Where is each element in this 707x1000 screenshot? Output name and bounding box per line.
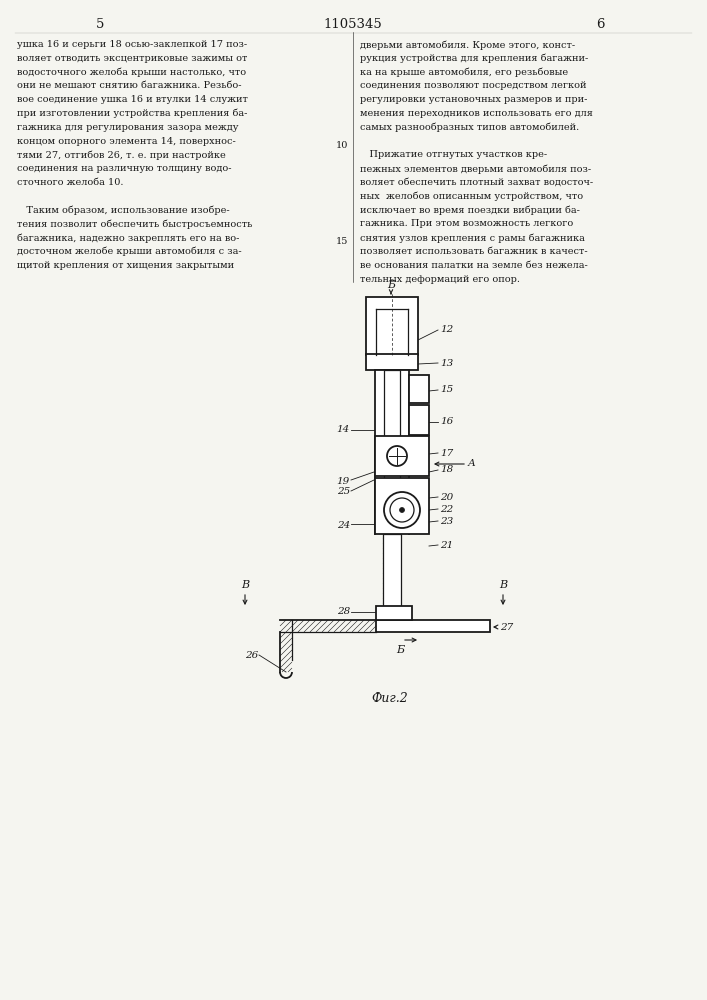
Text: вое соединение ушка 16 и втулки 14 служит: вое соединение ушка 16 и втулки 14 служи…: [17, 95, 248, 104]
Bar: [409, 375, 429, 403]
Text: 27: 27: [500, 622, 513, 632]
Text: 16: 16: [440, 418, 453, 426]
Bar: [366, 354, 418, 370]
Text: Фиг.2: Фиг.2: [372, 692, 409, 705]
Text: 26: 26: [245, 650, 258, 660]
Text: соединения позволяют посредством легкой: соединения позволяют посредством легкой: [360, 81, 587, 90]
Text: В: В: [499, 580, 507, 590]
Text: концом опорного элемента 14, поверхнос-: концом опорного элемента 14, поверхнос-: [17, 137, 235, 146]
Text: 15: 15: [440, 385, 453, 394]
Text: при изготовлении устройства крепления ба-: при изготовлении устройства крепления ба…: [17, 109, 247, 118]
Bar: [375, 370, 409, 510]
Text: А: А: [468, 460, 476, 468]
Text: 13: 13: [440, 359, 453, 367]
Text: 24: 24: [337, 520, 350, 530]
Bar: [375, 436, 429, 476]
Text: 21: 21: [440, 540, 453, 550]
Text: рукция устройства для крепления багажни-: рукция устройства для крепления багажни-: [360, 54, 588, 63]
Circle shape: [384, 492, 420, 528]
Text: тения позволит обеспечить быстросъемность: тения позволит обеспечить быстросъемност…: [17, 219, 252, 229]
Text: 5: 5: [96, 18, 104, 31]
Circle shape: [390, 498, 414, 522]
Text: 1105345: 1105345: [324, 18, 382, 31]
Text: регулировки установочных размеров и при-: регулировки установочных размеров и при-: [360, 95, 588, 104]
Text: 23: 23: [440, 516, 453, 526]
Text: гажника. При этом возможность легкого: гажника. При этом возможность легкого: [360, 219, 573, 228]
Text: снятия узлов крепления с рамы багажника: снятия узлов крепления с рамы багажника: [360, 233, 585, 243]
Text: 28: 28: [337, 607, 350, 616]
Text: досточном желобе крыши автомобиля с за-: досточном желобе крыши автомобиля с за-: [17, 247, 242, 256]
Text: водосточного желоба крыши настолько, что: водосточного желоба крыши настолько, что: [17, 68, 246, 77]
Bar: [375, 478, 429, 534]
Text: самых разнообразных типов автомобилей.: самых разнообразных типов автомобилей.: [360, 123, 579, 132]
Text: 14: 14: [337, 426, 350, 434]
Circle shape: [399, 508, 404, 512]
Text: Б: Б: [387, 280, 395, 290]
Text: пежных элементов дверьми автомобиля поз-: пежных элементов дверьми автомобиля поз-: [360, 164, 591, 174]
Text: 25: 25: [337, 488, 350, 496]
Bar: [376, 606, 412, 620]
Text: Прижатие отгнутых участков кре-: Прижатие отгнутых участков кре-: [360, 150, 547, 159]
Text: ушка 16 и серьги 18 осью-заклепкой 17 поз-: ушка 16 и серьги 18 осью-заклепкой 17 по…: [17, 40, 247, 49]
Text: 19: 19: [337, 478, 350, 487]
Text: тельных деформаций его опор.: тельных деформаций его опор.: [360, 275, 520, 284]
Bar: [376, 620, 490, 632]
Text: они не мешают снятию багажника. Резьбо-: они не мешают снятию багажника. Резьбо-: [17, 81, 242, 90]
Bar: [383, 534, 401, 610]
Text: 6: 6: [596, 18, 604, 31]
Text: 17: 17: [440, 448, 453, 458]
Text: Б: Б: [396, 645, 404, 655]
Text: щитой крепления от хищения закрытыми: щитой крепления от хищения закрытыми: [17, 261, 234, 270]
Text: исключает во время поездки вибрации ба-: исключает во время поездки вибрации ба-: [360, 206, 580, 215]
Text: позволяет использовать багажник в качест-: позволяет использовать багажник в качест…: [360, 247, 588, 256]
Bar: [366, 297, 418, 355]
Text: дверьми автомобиля. Кроме этого, конст-: дверьми автомобиля. Кроме этого, конст-: [360, 40, 575, 49]
Circle shape: [387, 446, 407, 466]
Text: Таким образом, использование изобре-: Таким образом, использование изобре-: [17, 206, 230, 215]
Text: воляет обеспечить плотный захват водосточ-: воляет обеспечить плотный захват водосто…: [360, 178, 593, 187]
Text: ве основания палатки на земле без нежела-: ве основания палатки на земле без нежела…: [360, 261, 588, 270]
Text: воляет отводить эксцентриковые зажимы от: воляет отводить эксцентриковые зажимы от: [17, 54, 247, 63]
Text: тями 27, отгибов 26, т. е. при настройке: тями 27, отгибов 26, т. е. при настройке: [17, 150, 226, 160]
Text: 15: 15: [336, 237, 348, 246]
Text: 20: 20: [440, 492, 453, 502]
Text: менения переходников использовать его для: менения переходников использовать его дл…: [360, 109, 593, 118]
Bar: [384, 370, 400, 510]
Text: 12: 12: [440, 326, 453, 334]
Text: 10: 10: [336, 141, 348, 150]
Text: соединения на различную толщину водо-: соединения на различную толщину водо-: [17, 164, 231, 173]
Text: ка на крыше автомобиля, его резьбовые: ка на крыше автомобиля, его резьбовые: [360, 68, 568, 77]
Text: 22: 22: [440, 504, 453, 514]
Text: В: В: [241, 580, 249, 590]
Text: 18: 18: [440, 466, 453, 475]
Bar: [409, 405, 429, 435]
Text: ных  желобов описанным устройством, что: ных желобов описанным устройством, что: [360, 192, 583, 201]
Text: багажника, надежно закреплять его на во-: багажника, надежно закреплять его на во-: [17, 233, 240, 243]
Text: гажника для регулирования зазора между: гажника для регулирования зазора между: [17, 123, 238, 132]
Text: сточного желоба 10.: сточного желоба 10.: [17, 178, 124, 187]
